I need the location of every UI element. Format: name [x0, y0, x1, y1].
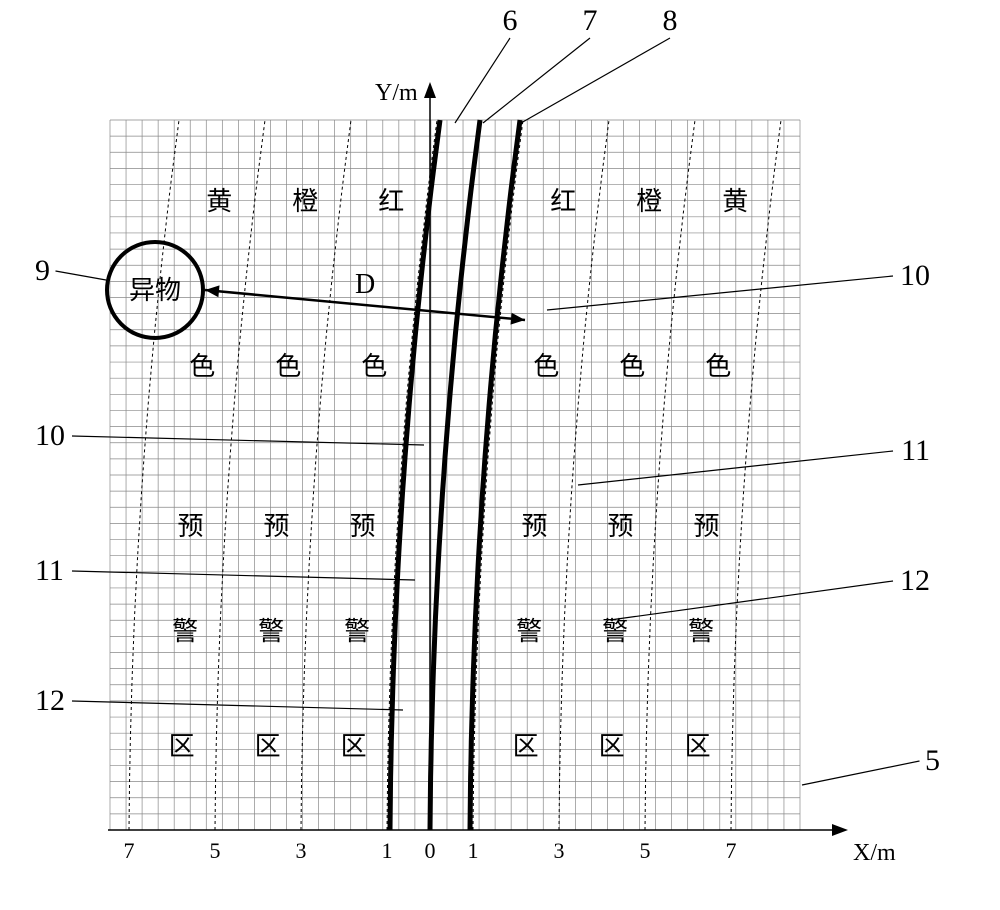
zone-char: 色 — [361, 352, 387, 381]
diagram-container: Y/mX/m753101357黄色预警区橙色预警区红色预警区红色预警区橙色预警区… — [0, 0, 1000, 910]
zone-char: 区 — [513, 732, 539, 761]
callout-label: 10 — [35, 419, 65, 452]
zone-char: 红 — [550, 187, 576, 216]
zone-char: 色 — [619, 352, 645, 381]
x-tick-label: 5 — [640, 838, 651, 863]
x-tick-label: 0 — [425, 838, 436, 863]
zone-char: 区 — [599, 732, 625, 761]
zone-char: 区 — [169, 732, 195, 761]
zone-char: 预 — [177, 512, 203, 541]
zone-char: 色 — [705, 352, 731, 381]
x-tick-label: 3 — [296, 838, 307, 863]
zone-char: 预 — [607, 512, 633, 541]
zone-char: 区 — [255, 732, 281, 761]
zone-char: 色 — [189, 352, 215, 381]
callout-label: 9 — [35, 254, 50, 287]
zone-char: 预 — [349, 512, 375, 541]
zone-char: 警 — [602, 617, 628, 646]
zone-char: 警 — [258, 617, 284, 646]
callout-label: 6 — [503, 4, 518, 37]
callout-label: 10 — [900, 259, 930, 292]
zone-char: 警 — [344, 617, 370, 646]
callout-label: 7 — [583, 4, 598, 37]
grid — [110, 120, 800, 830]
zone-char: 预 — [521, 512, 547, 541]
zone-char: 橙 — [636, 187, 662, 216]
zone-char: 警 — [688, 617, 714, 646]
zone-char: 色 — [275, 352, 301, 381]
zone-char: 黄 — [206, 187, 232, 216]
x-tick-label: 7 — [726, 838, 737, 863]
callout-label: 12 — [35, 684, 65, 717]
zone-char: 黄 — [722, 187, 748, 216]
distance-label: D — [355, 269, 375, 300]
zone-char: 区 — [685, 732, 711, 761]
x-tick-label: 1 — [382, 838, 393, 863]
foreign-object: 异物 — [107, 242, 203, 338]
callout-label: 5 — [925, 744, 940, 777]
x-tick-label: 5 — [210, 838, 221, 863]
zone-char: 色 — [533, 352, 559, 381]
y-axis-label: Y/m — [375, 80, 418, 106]
callout-label: 12 — [900, 564, 930, 597]
zone-labels: 黄色预警区 橙色预警区 红色预警区 红色预警区 橙色预警区 黄色预警区 — [169, 187, 749, 761]
zone-char: 红 — [378, 187, 404, 216]
zone-char: 预 — [263, 512, 289, 541]
zone-char: 区 — [341, 732, 367, 761]
distance-arrow: D — [205, 269, 525, 325]
x-axis-label: X/m — [853, 840, 896, 866]
x-tick-label: 7 — [124, 838, 135, 863]
callout-label: 11 — [35, 554, 64, 587]
diagram-svg: Y/mX/m753101357黄色预警区橙色预警区红色预警区红色预警区橙色预警区… — [0, 0, 1000, 910]
x-tick-label: 1 — [468, 838, 479, 863]
foreign-object-label: 异物 — [129, 276, 181, 305]
zone-char: 警 — [172, 617, 198, 646]
callout-label: 11 — [901, 434, 930, 467]
x-tick-label: 3 — [554, 838, 565, 863]
zone-char: 预 — [693, 512, 719, 541]
callout-label: 8 — [663, 4, 678, 37]
zone-char: 警 — [516, 617, 542, 646]
x-ticks: 7 5 3 1 0 1 3 5 7 — [124, 838, 737, 863]
zone-char: 橙 — [292, 187, 318, 216]
